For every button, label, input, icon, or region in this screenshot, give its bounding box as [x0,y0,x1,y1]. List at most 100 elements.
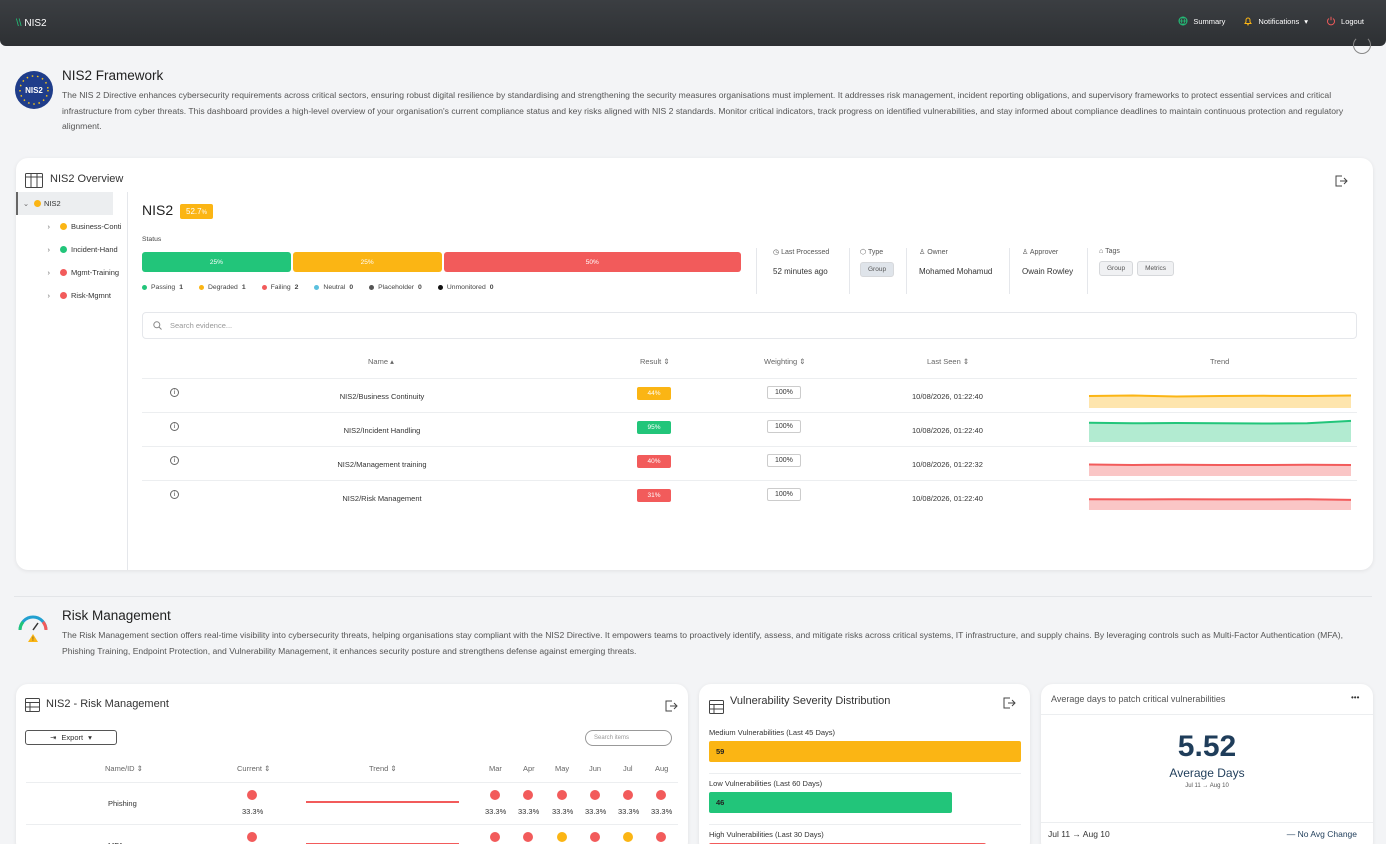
tree-item-business-continuity[interactable]: › Business-Conti [16,215,127,238]
evidence-row[interactable]: i NIS2/Management training 40% 100% 10/0… [142,446,1357,480]
month-value: 33.3% [518,807,540,816]
patch-range: Jul 11 → Aug 10 [1185,783,1229,789]
column-trend: Trend [1210,357,1230,366]
vuln-bar-group: Low Vulnerabilities (Last 60 Days) 46 [709,779,1021,825]
month-status-dot [523,790,533,800]
weighting-value: 100% [767,420,801,433]
evidence-name[interactable]: NIS2/Risk Management [342,494,422,503]
tree-item-mgmt-training[interactable]: › Mgmt-Training [16,261,127,284]
rm-current: 33.3% [242,807,264,816]
result-badge: 40% [637,455,671,468]
status-dot [34,200,41,207]
evidence-row[interactable]: i NIS2/Risk Management 31% 100% 10/08/20… [142,480,1357,514]
summary-link[interactable]: Summary [1178,16,1225,26]
tag-chip[interactable]: Group [1099,261,1134,276]
patch-title: Average days to patch critical vulnerabi… [1051,694,1226,704]
vuln-bar-label: Low Vulnerabilities (Last 60 Days) [709,779,823,788]
vuln-bar-group: High Vulnerabilities (Last 30 Days) 0 [709,830,1021,844]
tree-item-incident-handling[interactable]: › Incident-Hand [16,238,127,261]
last-seen: 10/08/2026, 01:22:32 [912,460,983,469]
evidence-name[interactable]: NIS2/Incident Handling [343,426,421,435]
patch-value: 5.52 [1177,730,1237,763]
column-weighting[interactable]: Weighting ⇕ [764,357,806,366]
overview-title: NIS2 Overview [50,173,124,185]
risk-title: Risk Management [62,608,171,623]
month-status-dot [623,832,633,842]
overview-card: NIS2 Overview ⌄ NIS2 › Business-Conti › Inc… [16,158,1373,570]
gauge-icon: ! [18,615,48,643]
export-icon[interactable] [664,699,678,713]
logout-link[interactable]: Logout [1326,16,1364,26]
column-last-seen[interactable]: Last Seen ⇕ [927,357,970,366]
month-status-dot [623,790,633,800]
column-name[interactable]: Name ▴ [368,357,394,366]
evidence-name[interactable]: NIS2/Management training [337,460,427,469]
table-icon [709,700,724,714]
rm-col-aug: Aug [655,764,669,773]
vuln-bar[interactable]: 59 [709,741,1021,762]
rm-col-mar: Mar [489,764,502,773]
risk-description: The Risk Management section offers real-… [62,630,1343,656]
weighting-value: 100% [767,386,801,399]
info-icon[interactable]: i [170,456,179,465]
chevron-right-icon: › [47,268,51,277]
rm-col-jul: Jul [623,764,633,773]
status-dot [247,832,257,842]
user-check-icon: ♙ [1022,249,1029,256]
group-name: NIS2 [142,202,174,218]
rm-row-name[interactable]: Phishing [108,799,137,808]
rm-row[interactable]: MFA [26,824,678,844]
page-title: NIS2 Framework [62,68,164,83]
rm-col-trend[interactable]: Trend ⇕ [369,764,397,773]
svg-text:!: ! [32,637,34,643]
weighting-value: 100% [767,488,801,501]
result-badge: 44% [637,387,671,400]
rm-col-jun: Jun [589,764,602,773]
evidence-name[interactable]: NIS2/Business Continuity [339,392,425,401]
rm-row[interactable]: Phishing 33.3% 33.3% 33.3% 33.3% 33.3% 33.3% 33… [26,782,678,824]
tag-chip[interactable]: Metrics [1137,261,1175,276]
weighting-value: 100% [767,454,801,467]
trend-sparkline [1088,419,1352,442]
info-icon[interactable]: i [170,490,179,499]
meta-type: ⬡ Type Group [860,248,898,277]
evidence-row[interactable]: i NIS2/Incident Handling 95% 100% 10/08/… [142,412,1357,446]
vuln-bar[interactable]: 46 [709,792,953,813]
more-icon[interactable]: ••• [1351,693,1360,702]
search-icon [153,321,162,330]
tree-item-nis2[interactable]: ⌄ NIS2 [16,192,113,215]
trend-sparkline [1088,463,1352,476]
info-icon[interactable]: i [170,422,179,431]
status-segment-failing: 50% [443,252,741,272]
status-dot [247,790,257,800]
bell-icon [1244,17,1253,26]
info-icon[interactable]: i [170,388,179,397]
nis2-tree: ⌄ NIS2 › Business-Conti › Incident-Hand › Mg… [16,192,128,570]
rm-search-input[interactable]: Search items [585,730,672,746]
patch-footer-range: Jul 11 → Aug 10 [1048,829,1110,839]
evidence-row[interactable]: i NIS2/Business Continuity 44% 100% 10/0… [142,378,1357,412]
tag-icon: ⌂ [1099,248,1104,255]
month-status-dot [590,832,600,842]
clock-icon: ◷ [773,249,780,256]
legend-degraded: Degraded 1 [198,284,246,291]
chevron-right-icon: › [47,245,51,254]
patch-change: — No Avg Change [1286,829,1357,839]
tree-item-risk-mgmnt[interactable]: › Risk-Mgmnt [16,284,127,307]
export-icon[interactable] [1334,174,1348,188]
export-button[interactable]: ⇥ Export ▾ [25,730,117,745]
app-brand[interactable]: \\ NIS2 [16,18,47,29]
column-result[interactable]: Result ⇕ [640,357,670,366]
trend-sparkline [1088,498,1352,510]
result-badge: 31% [637,489,671,502]
month-status-dot [656,832,666,842]
rm-col-current[interactable]: Current ⇕ [237,764,271,773]
rm-row-name[interactable]: MFA [108,841,123,844]
evidence-search-input[interactable]: Search evidence... [142,312,1357,339]
spinner-icon [1353,36,1371,54]
rm-col-name[interactable]: Name/ID ⇕ [105,764,143,773]
export-icon[interactable] [1002,696,1016,710]
month-status-dot [557,832,567,842]
notifications-menu[interactable]: Notifications ▾ [1243,16,1308,26]
risk-header: ! Risk Management The Risk Management se… [14,608,1374,668]
